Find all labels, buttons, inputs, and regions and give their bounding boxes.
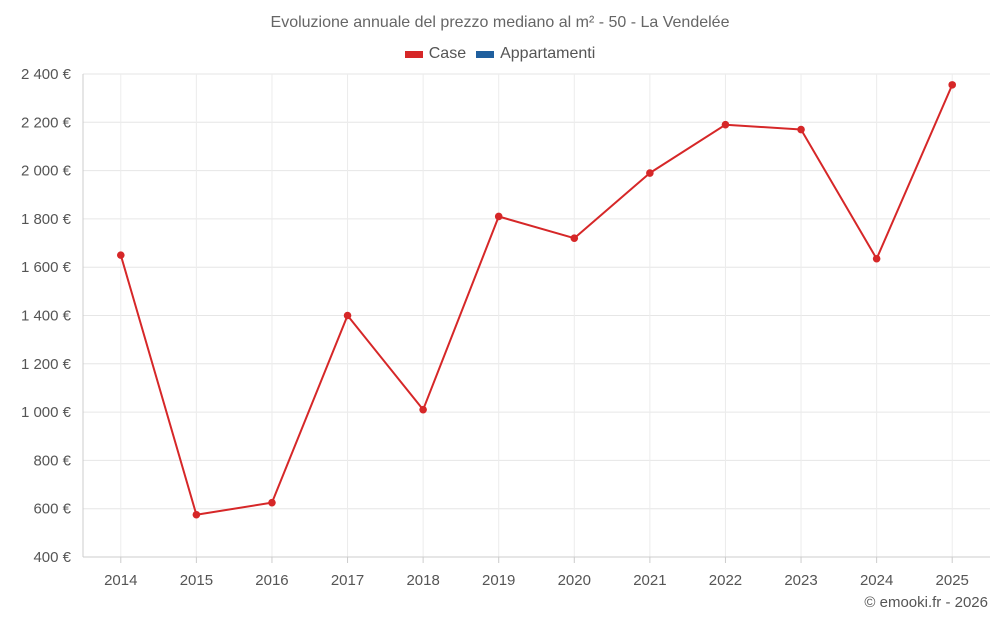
- y-tick-label: 1 000 €: [21, 404, 72, 421]
- y-tick-label: 1 800 €: [21, 211, 72, 228]
- data-point-case-2017: [343, 311, 352, 320]
- data-point-case-2019: [494, 212, 503, 221]
- legend-item-case[interactable]: Case: [404, 45, 467, 63]
- data-point-case-2025: [948, 81, 957, 89]
- legend-label-appartamenti: Appartamenti: [500, 45, 596, 62]
- y-tick-label: 1 200 €: [21, 356, 72, 373]
- data-point-case-2021: [646, 169, 654, 177]
- data-point-case-2022: [721, 120, 730, 129]
- x-tick-label: 2021: [633, 572, 666, 589]
- x-tick-label: 2015: [180, 572, 213, 589]
- y-tick-label: 1 600 €: [21, 259, 72, 276]
- data-point-case-2015: [192, 510, 201, 519]
- legend-label-case: Case: [428, 45, 467, 62]
- data-point-case-2020: [570, 234, 579, 243]
- x-tick-label: 2017: [331, 572, 364, 589]
- y-tick-label: 800 €: [33, 452, 71, 469]
- data-point-case-2014: [116, 251, 125, 259]
- legend-swatch-case: [404, 50, 423, 58]
- x-tick-label: 2024: [860, 572, 893, 589]
- data-point-case-2016: [268, 498, 276, 507]
- data-point-case-2018: [419, 405, 427, 414]
- y-tick-label: 2 000 €: [21, 163, 72, 180]
- x-tick-label: 2020: [558, 572, 591, 589]
- data-point-case-2024: [872, 254, 881, 263]
- legend-swatch-appartamenti: [476, 50, 495, 58]
- x-tick-label: 2022: [709, 572, 742, 589]
- x-tick-label: 2023: [784, 572, 817, 589]
- x-tick-label: 2014: [104, 572, 137, 589]
- x-tick-label: 2025: [936, 572, 969, 589]
- x-tick-label: 2016: [255, 572, 288, 589]
- data-point-case-2023: [797, 125, 805, 134]
- y-tick-label: 2 200 €: [21, 114, 72, 131]
- x-tick-label: 2019: [482, 572, 515, 589]
- x-tick-label: 2018: [406, 572, 439, 589]
- legend: Case Appartamenti: [0, 45, 1000, 63]
- y-tick-label: 400 €: [33, 549, 71, 566]
- chart-title: Evoluzione annuale del prezzo mediano al…: [270, 14, 730, 31]
- y-tick-label: 2 400 €: [21, 66, 72, 83]
- y-tick-label: 1 400 €: [21, 308, 72, 325]
- y-tick-label: 600 €: [33, 501, 71, 518]
- series-line-case: [119, 84, 954, 516]
- legend-item-appartamenti[interactable]: Appartamenti: [476, 45, 595, 63]
- credit-text: © emooki.fr - 2026: [864, 594, 988, 611]
